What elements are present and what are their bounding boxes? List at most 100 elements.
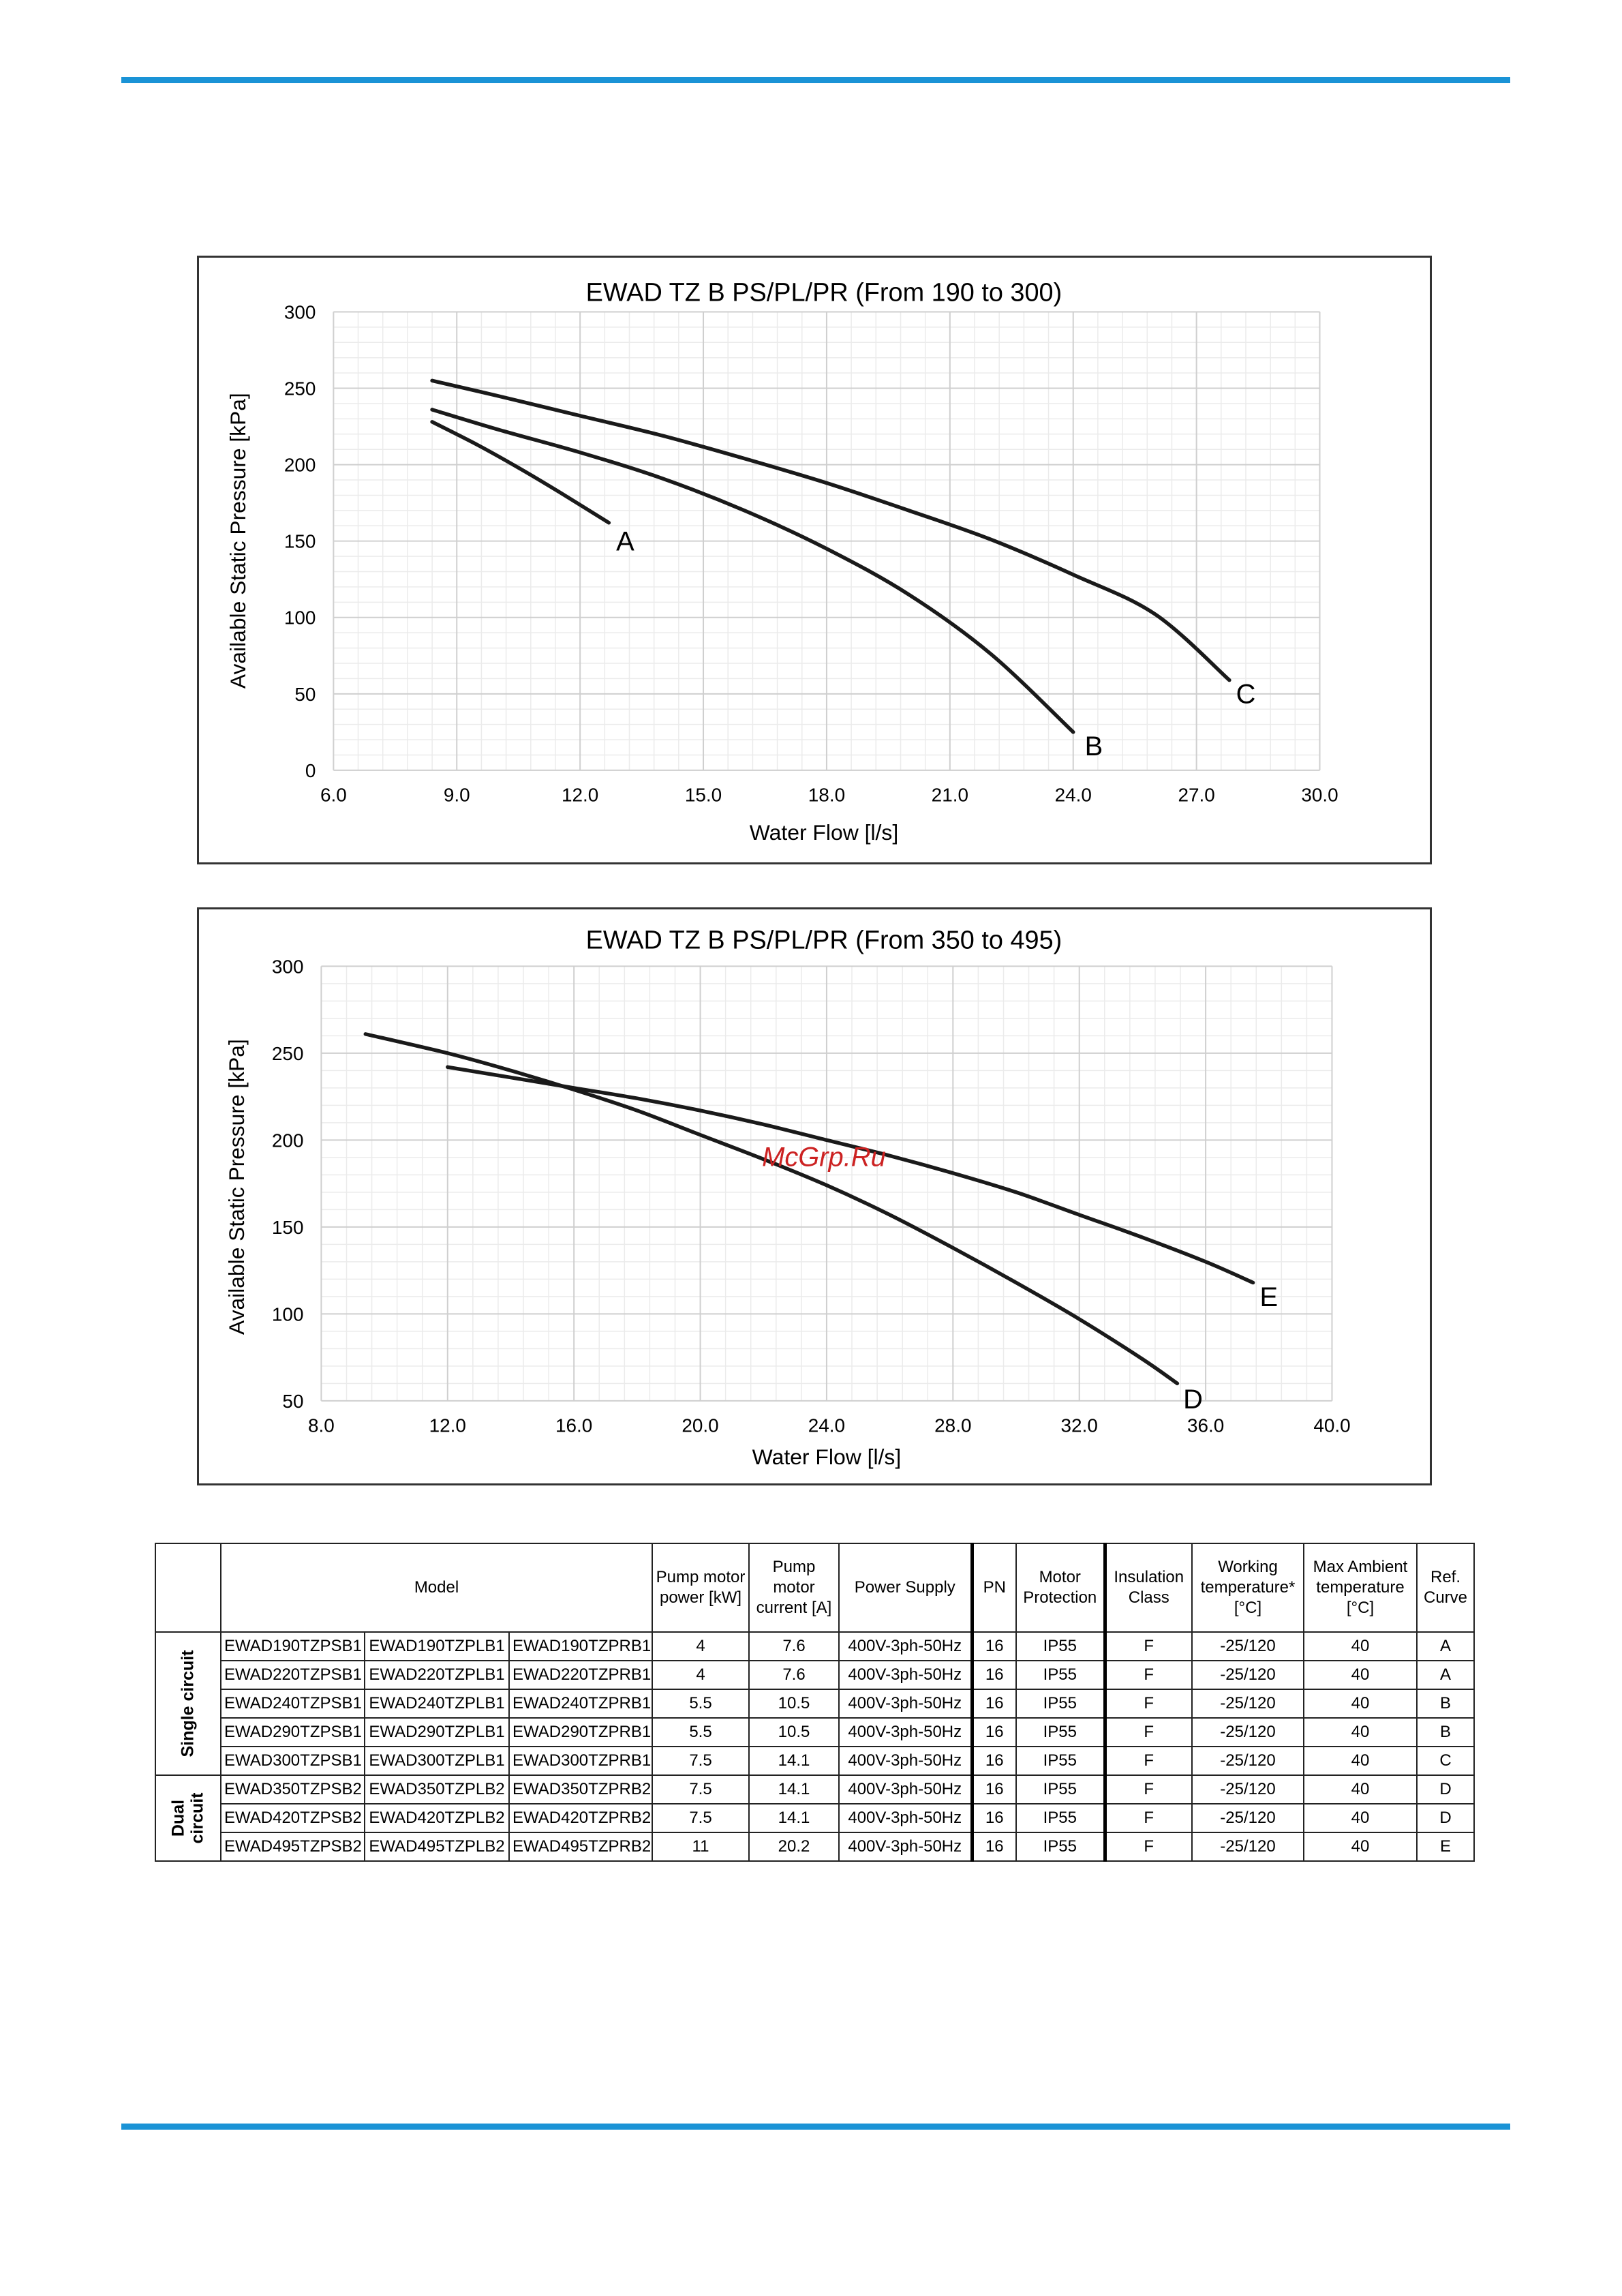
working-temp-cell: -25/120: [1191, 1631, 1304, 1661]
ref-curve-cell: B: [1416, 1689, 1475, 1719]
model-pl-cell: EWAD300TZPLB1: [364, 1746, 510, 1776]
curve-e-label: E: [1259, 1282, 1278, 1312]
motor-protection-cell: IP55: [1015, 1631, 1107, 1661]
group-header-cell: [155, 1543, 221, 1633]
curve-b-label: B: [1085, 731, 1103, 761]
model-ps-cell: EWAD290TZPSB1: [220, 1717, 365, 1747]
motor-protection-cell: IP55: [1015, 1689, 1107, 1719]
model-pl-cell: EWAD240TZPLB1: [364, 1689, 510, 1719]
table-row: EWAD420TZPSB2 EWAD420TZPLB2 EWAD420TZPRB2 7…: [155, 1803, 1475, 1833]
pump-current-cell: 7.6: [748, 1660, 840, 1690]
model-ps-cell: EWAD420TZPSB2: [220, 1803, 365, 1833]
curve-d-label: D: [1183, 1385, 1203, 1415]
pump-current-cell: 10.5: [748, 1689, 840, 1719]
circuit-group-cell: Single circuit: [155, 1631, 221, 1776]
chart-1-svg: 6.0 9.0 12.0 15.0 18.0 21.0 24.0 27.0 30.0 0 50 100…: [226, 279, 1338, 845]
model-pr-cell: EWAD190TZPRB1: [508, 1631, 653, 1661]
model-ps-cell: EWAD495TZPSB2: [220, 1832, 365, 1862]
header-power-supply: Power Supply: [838, 1543, 974, 1633]
max-ambient-cell: 40: [1303, 1631, 1418, 1661]
pump-curve-chart-2: 8.0 12.0 16.0 20.0 24.0 28.0 32.0 36.0 40.0 50 100…: [197, 907, 1432, 1485]
model-pr-cell: EWAD350TZPRB2: [508, 1774, 653, 1804]
x-tick-label: 18.0: [808, 785, 845, 806]
chart-2-svg: 8.0 12.0 16.0 20.0 24.0 28.0 32.0 36.0 40.0 50 100…: [224, 926, 1351, 1470]
x-tick-label: 6.0: [320, 785, 347, 806]
curve-a-line: [430, 420, 611, 525]
x-tick-label: 21.0: [932, 785, 968, 806]
insulation-cell: F: [1104, 1717, 1193, 1747]
y-tick-label: 0: [305, 760, 316, 781]
model-pl-cell: EWAD290TZPLB1: [364, 1717, 510, 1747]
y-tick-label: 50: [282, 1391, 303, 1412]
model-ps-cell: EWAD240TZPSB1: [220, 1689, 365, 1719]
x-tick-label: 24.0: [808, 1415, 845, 1436]
header-pump-current: Pump motor current [A]: [748, 1543, 840, 1633]
motor-protection-cell: IP55: [1015, 1660, 1107, 1690]
curve-c-label: C: [1236, 680, 1256, 710]
pump-current-cell: 20.2: [748, 1832, 840, 1862]
curve-b-line: [430, 408, 1075, 734]
working-temp-cell: -25/120: [1191, 1746, 1304, 1776]
table-header-row: Model Pump motor power [kW] Pump motor c…: [155, 1543, 1475, 1633]
power-supply-cell: 400V-3ph-50Hz: [838, 1689, 974, 1719]
table-row: EWAD300TZPSB1 EWAD300TZPLB1 EWAD300TZPRB1 7…: [155, 1746, 1475, 1776]
x-tick-label: 12.0: [562, 785, 598, 806]
curve-a-label: A: [616, 527, 634, 557]
model-pr-cell: EWAD290TZPRB1: [508, 1717, 653, 1747]
pump-power-cell: 4: [652, 1660, 750, 1690]
pump-curve-chart-1: 6.0 9.0 12.0 15.0 18.0 21.0 24.0 27.0 30.0 0 50 100…: [197, 256, 1432, 864]
max-ambient-cell: 40: [1303, 1803, 1418, 1833]
insulation-cell: F: [1104, 1631, 1193, 1661]
table-row: EWAD290TZPSB1 EWAD290TZPLB1 EWAD290TZPRB1 5…: [155, 1717, 1475, 1747]
x-tick-label: 40.0: [1313, 1415, 1350, 1436]
pn-cell: 16: [971, 1717, 1017, 1747]
table-body: Single circuit EWAD190TZPSB1 EWAD190TZPLB1…: [155, 1631, 1475, 1862]
model-pr-cell: EWAD495TZPRB2: [508, 1832, 653, 1862]
max-ambient-cell: 40: [1303, 1689, 1418, 1719]
power-supply-cell: 400V-3ph-50Hz: [838, 1660, 974, 1690]
pump-current-cell: 14.1: [748, 1774, 840, 1804]
pn-cell: 16: [971, 1832, 1017, 1862]
model-ps-cell: EWAD220TZPSB1: [220, 1660, 365, 1690]
curve-c-line: [430, 378, 1231, 682]
y-tick-label: 50: [294, 684, 316, 705]
model-pl-cell: EWAD495TZPLB2: [364, 1832, 510, 1862]
x-tick-label: 8.0: [308, 1415, 335, 1436]
pn-cell: 16: [971, 1803, 1017, 1833]
watermark: McGrp.Ru: [762, 1142, 886, 1172]
motor-protection-cell: IP55: [1015, 1832, 1107, 1862]
motor-protection-cell: IP55: [1015, 1717, 1107, 1747]
y-tick-label: 250: [284, 378, 316, 399]
x-tick-label: 30.0: [1301, 785, 1338, 806]
max-ambient-cell: 40: [1303, 1717, 1418, 1747]
circuit-group-label: Single circuit: [178, 1650, 198, 1757]
insulation-cell: F: [1104, 1660, 1193, 1690]
x-tick-label: 9.0: [444, 785, 470, 806]
pump-power-cell: 5.5: [652, 1717, 750, 1747]
pump-power-cell: 5.5: [652, 1689, 750, 1719]
top-rule: [121, 77, 1510, 83]
pump-current-cell: 7.6: [748, 1631, 840, 1661]
table-row: EWAD495TZPSB2 EWAD495TZPLB2 EWAD495TZPRB2 1…: [155, 1832, 1475, 1862]
header-ref-curve: Ref. Curve: [1416, 1543, 1475, 1633]
max-ambient-cell: 40: [1303, 1774, 1418, 1804]
header-model: Model: [220, 1543, 653, 1633]
chart-2-y-axis-label: Available Static Pressure [kPa]: [224, 1039, 249, 1335]
insulation-cell: F: [1104, 1803, 1193, 1833]
max-ambient-cell: 40: [1303, 1832, 1418, 1862]
working-temp-cell: -25/120: [1191, 1774, 1304, 1804]
ref-curve-cell: C: [1416, 1746, 1475, 1776]
header-working-temp: Working temperature* [°C]: [1191, 1543, 1304, 1633]
max-ambient-cell: 40: [1303, 1660, 1418, 1690]
model-ps-cell: EWAD350TZPSB2: [220, 1774, 365, 1804]
ref-curve-cell: D: [1416, 1803, 1475, 1833]
model-pr-cell: EWAD300TZPRB1: [508, 1746, 653, 1776]
header-pump-power: Pump motor power [kW]: [652, 1543, 750, 1633]
working-temp-cell: -25/120: [1191, 1717, 1304, 1747]
bottom-rule: [121, 2124, 1510, 2130]
table-row: Single circuit EWAD190TZPSB1 EWAD190TZPLB1…: [155, 1631, 1475, 1776]
pump-power-cell: 7.5: [652, 1774, 750, 1804]
working-temp-cell: -25/120: [1191, 1689, 1304, 1719]
x-tick-label: 24.0: [1055, 785, 1092, 806]
y-tick-label: 300: [284, 301, 316, 322]
